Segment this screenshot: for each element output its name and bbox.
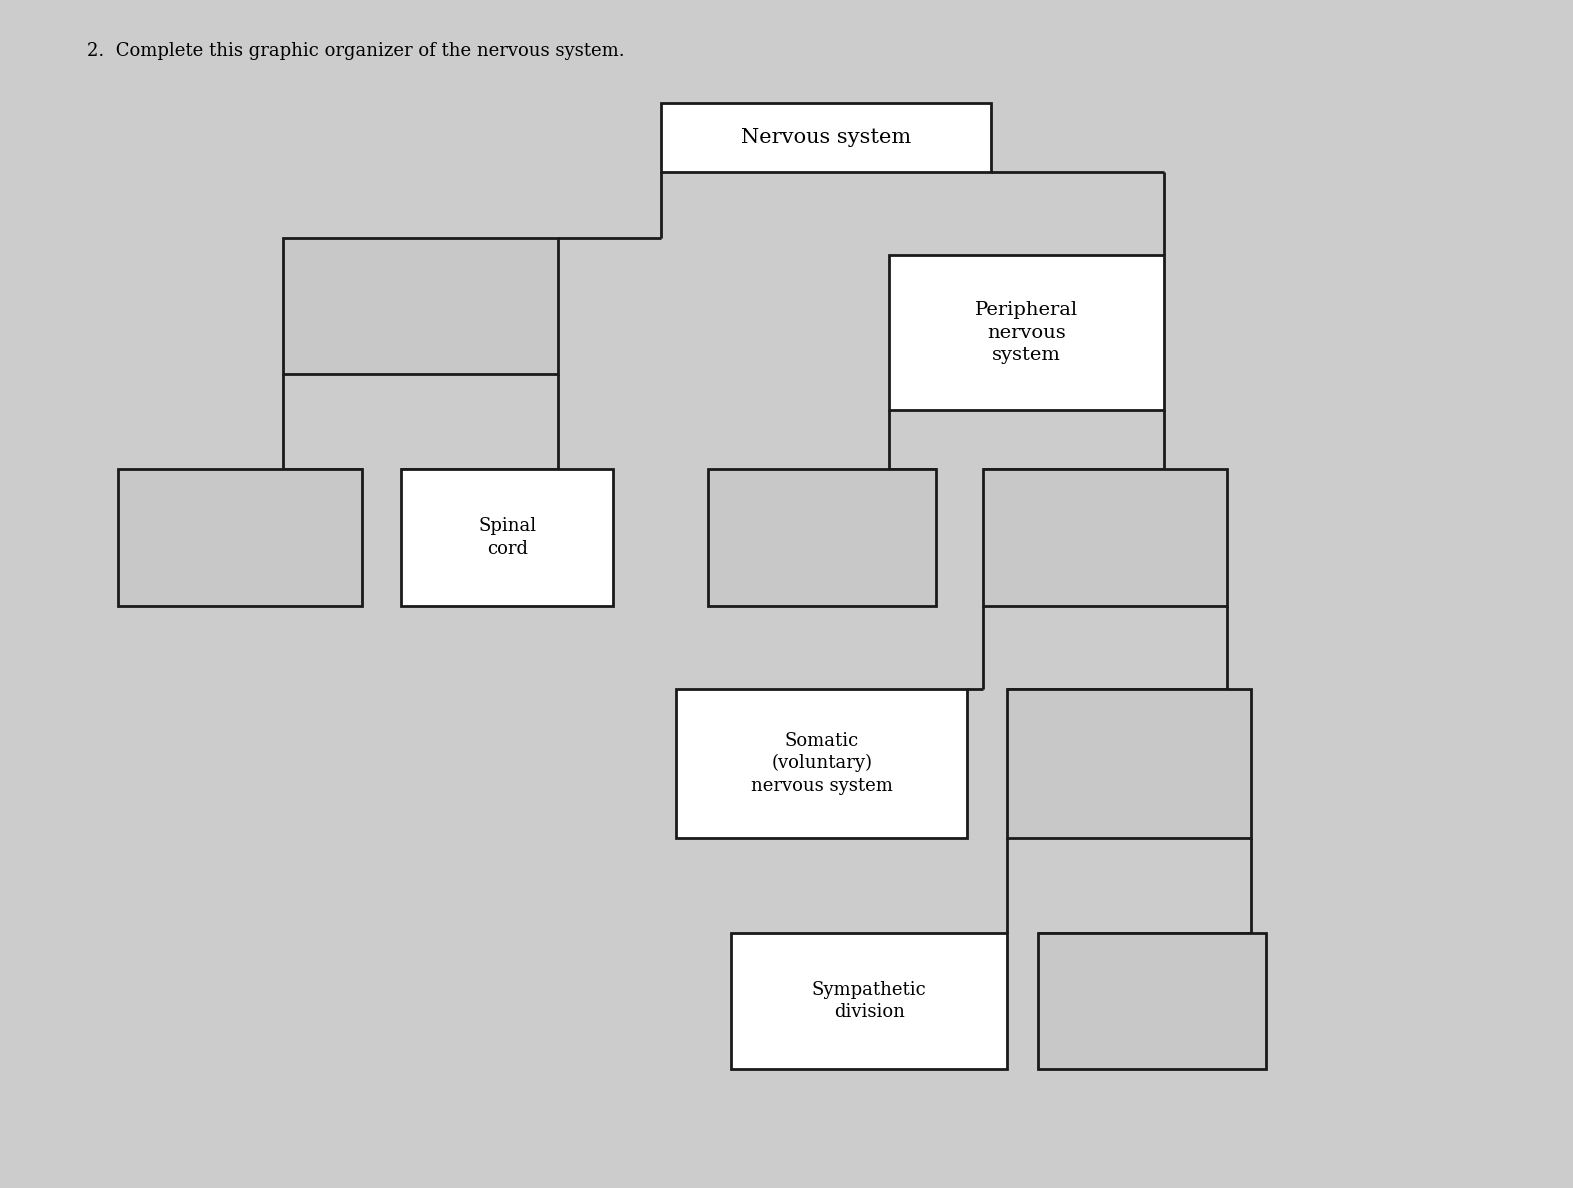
FancyBboxPatch shape [708,469,936,606]
FancyBboxPatch shape [676,689,967,838]
FancyBboxPatch shape [401,469,613,606]
FancyBboxPatch shape [1007,689,1251,838]
Text: 2.  Complete this graphic organizer of the nervous system.: 2. Complete this graphic organizer of th… [87,42,624,59]
FancyBboxPatch shape [889,255,1164,410]
FancyBboxPatch shape [1038,933,1266,1069]
FancyBboxPatch shape [118,469,362,606]
FancyBboxPatch shape [983,469,1227,606]
Text: Somatic
(voluntary)
nervous system: Somatic (voluntary) nervous system [750,732,893,795]
Text: Nervous system: Nervous system [741,128,911,147]
FancyBboxPatch shape [283,238,558,374]
FancyBboxPatch shape [731,933,1007,1069]
Text: Spinal
cord: Spinal cord [478,518,536,557]
FancyBboxPatch shape [661,103,991,172]
Text: Sympathetic
division: Sympathetic division [812,981,926,1020]
Text: Peripheral
nervous
system: Peripheral nervous system [975,302,1078,364]
